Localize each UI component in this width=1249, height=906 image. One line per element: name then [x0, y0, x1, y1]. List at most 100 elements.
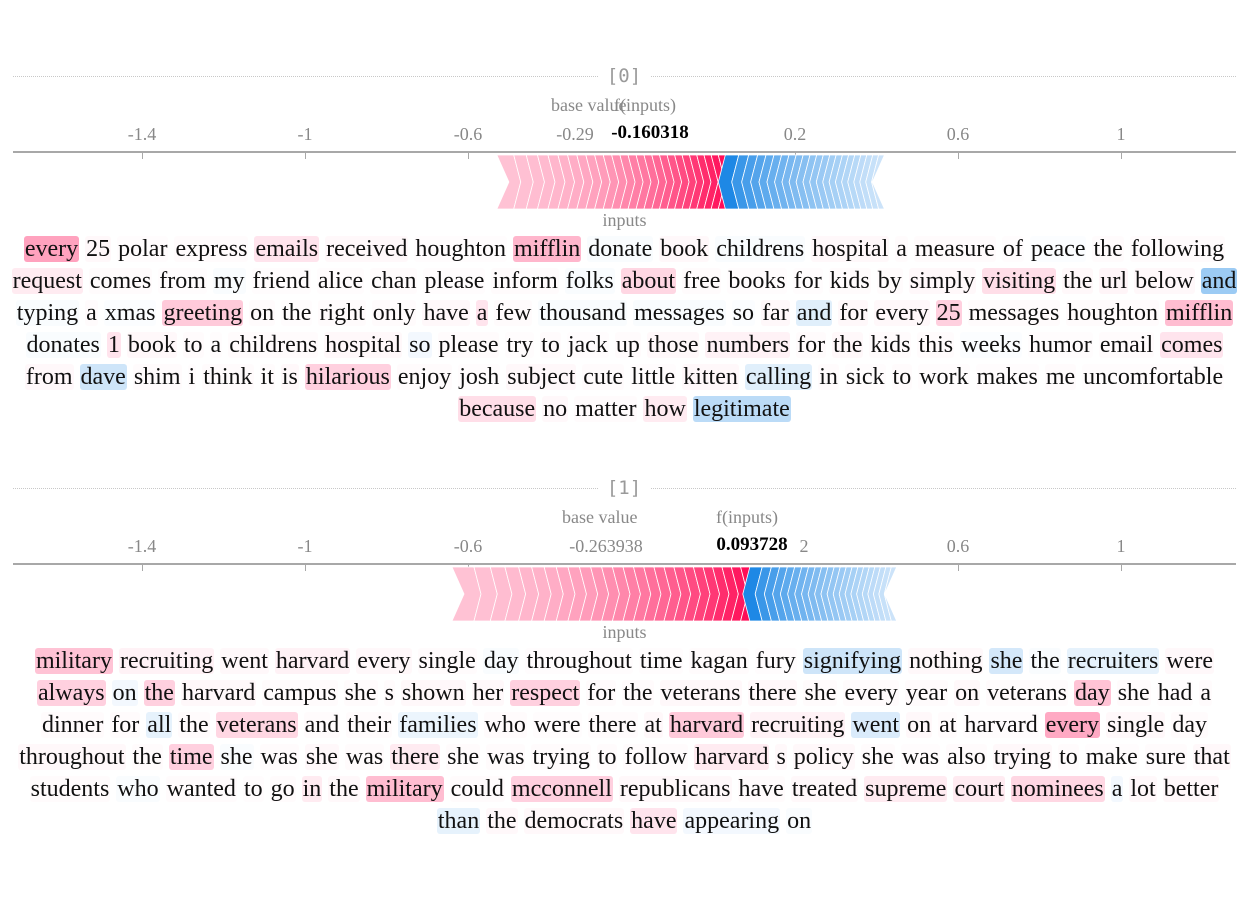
token[interactable]: were: [533, 712, 581, 738]
token[interactable]: she: [989, 648, 1024, 674]
token[interactable]: for: [793, 268, 822, 294]
token[interactable]: of: [1002, 236, 1023, 262]
token[interactable]: try: [506, 332, 534, 358]
token[interactable]: hilarious: [304, 364, 391, 390]
token[interactable]: at: [939, 712, 957, 738]
token[interactable]: 25: [935, 300, 962, 326]
token[interactable]: was: [345, 744, 384, 770]
token[interactable]: the: [1030, 648, 1060, 674]
token[interactable]: recruiting: [750, 712, 846, 738]
token[interactable]: better: [1163, 776, 1219, 802]
token[interactable]: about: [620, 268, 677, 294]
token[interactable]: request: [11, 268, 83, 294]
token[interactable]: uncomfortable: [1083, 364, 1224, 390]
token[interactable]: students: [30, 776, 110, 802]
token[interactable]: visiting: [982, 268, 1057, 294]
token[interactable]: for: [587, 680, 616, 706]
token[interactable]: inform: [492, 268, 558, 294]
token[interactable]: day: [1074, 680, 1111, 706]
token[interactable]: also: [947, 744, 986, 770]
token[interactable]: a: [210, 332, 222, 358]
token[interactable]: me: [1045, 364, 1076, 390]
token[interactable]: s: [384, 680, 394, 706]
token[interactable]: how: [643, 396, 687, 422]
token[interactable]: hospital: [812, 236, 889, 262]
token[interactable]: and: [1200, 268, 1238, 294]
token[interactable]: have: [423, 300, 469, 326]
token[interactable]: every: [23, 236, 80, 262]
token[interactable]: kitten: [683, 364, 738, 390]
token[interactable]: to: [1059, 744, 1078, 770]
token[interactable]: shim: [133, 364, 181, 390]
token[interactable]: there: [588, 712, 637, 738]
token[interactable]: was: [487, 744, 525, 770]
token[interactable]: was: [901, 744, 940, 770]
token[interactable]: express: [175, 236, 248, 262]
token[interactable]: day: [1172, 712, 1207, 738]
token[interactable]: cute: [583, 364, 624, 390]
token[interactable]: from: [25, 364, 73, 390]
token[interactable]: numbers: [705, 332, 791, 358]
token[interactable]: xmas: [104, 300, 156, 326]
token[interactable]: than: [436, 808, 481, 834]
token[interactable]: legitimate: [692, 396, 791, 422]
token[interactable]: could: [450, 776, 504, 802]
token[interactable]: for: [839, 300, 868, 326]
token[interactable]: up: [615, 332, 640, 358]
token[interactable]: s: [776, 744, 786, 770]
token[interactable]: by: [877, 268, 902, 294]
token[interactable]: at: [644, 712, 662, 738]
token[interactable]: every: [844, 680, 898, 706]
token[interactable]: a: [1110, 776, 1124, 802]
token[interactable]: wanted: [166, 776, 236, 802]
token[interactable]: messages: [634, 300, 725, 326]
token[interactable]: url: [1099, 268, 1129, 294]
token[interactable]: had: [1157, 680, 1193, 706]
token[interactable]: comes: [1160, 332, 1224, 358]
token[interactable]: book: [660, 236, 709, 262]
token[interactable]: she: [1117, 680, 1150, 706]
token[interactable]: shown: [401, 680, 465, 706]
token[interactable]: jack: [567, 332, 608, 358]
token[interactable]: nothing: [909, 648, 983, 674]
token[interactable]: campus: [263, 680, 337, 706]
token[interactable]: the: [143, 680, 175, 706]
token[interactable]: those: [647, 332, 699, 358]
token[interactable]: military: [365, 776, 444, 802]
token[interactable]: books: [728, 268, 786, 294]
token[interactable]: there: [748, 680, 797, 706]
token[interactable]: and: [304, 712, 340, 738]
token[interactable]: donate: [588, 236, 653, 262]
token[interactable]: donates: [26, 332, 100, 358]
token[interactable]: follow: [624, 744, 688, 770]
token[interactable]: sick: [845, 364, 885, 390]
token[interactable]: simply: [909, 268, 976, 294]
token[interactable]: and: [795, 300, 833, 326]
token[interactable]: a: [896, 236, 907, 262]
token[interactable]: houghton: [1067, 300, 1158, 326]
token[interactable]: there: [390, 744, 441, 770]
token[interactable]: recruiters: [1066, 648, 1160, 674]
token[interactable]: supreme: [864, 776, 948, 802]
token[interactable]: signifying: [802, 648, 903, 674]
token[interactable]: who: [484, 712, 526, 738]
token[interactable]: the: [132, 744, 162, 770]
token[interactable]: 25: [86, 236, 111, 262]
token[interactable]: on: [955, 680, 980, 706]
token[interactable]: because: [458, 396, 537, 422]
token[interactable]: calling: [744, 364, 813, 390]
token[interactable]: typing: [16, 300, 79, 326]
token[interactable]: alice: [317, 268, 364, 294]
token[interactable]: kagan: [690, 648, 748, 674]
token[interactable]: fury: [755, 648, 796, 674]
token[interactable]: makes: [976, 364, 1038, 390]
token[interactable]: so: [408, 332, 432, 358]
token[interactable]: every: [1044, 712, 1100, 738]
token[interactable]: the: [329, 776, 359, 802]
token[interactable]: who: [117, 776, 159, 802]
token[interactable]: she: [305, 744, 338, 770]
token[interactable]: harvard: [181, 680, 256, 706]
token[interactable]: she: [220, 744, 253, 770]
token[interactable]: book: [127, 332, 176, 358]
token[interactable]: so: [732, 300, 755, 326]
